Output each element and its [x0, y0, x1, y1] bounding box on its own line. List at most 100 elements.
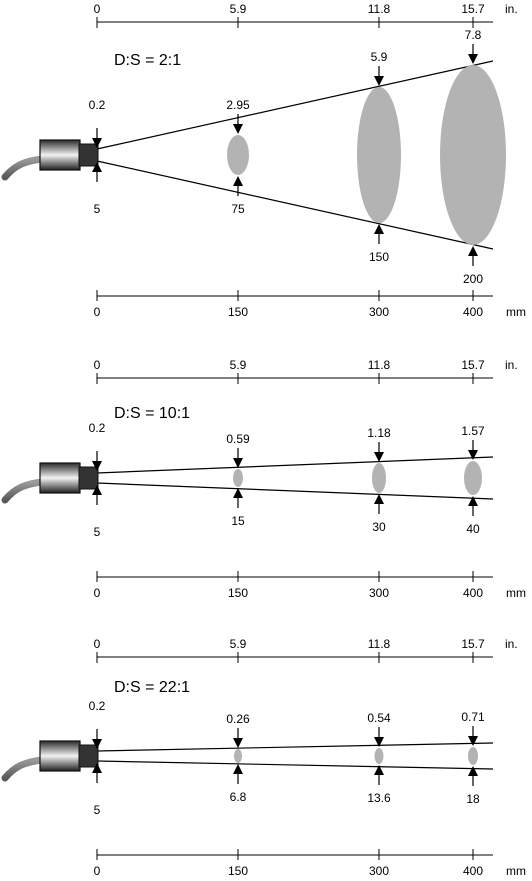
spot-bottom-arrow [468, 246, 478, 266]
spot-bottom-arrow [233, 488, 243, 508]
spot-ellipse [234, 749, 242, 763]
inch-tick-label: 5.9 [230, 2, 247, 16]
arrow-head [92, 461, 102, 471]
arrow-head [92, 485, 102, 495]
inch-tick-label: 15.7 [461, 2, 485, 16]
spot-top-arrow [374, 727, 384, 747]
spot-top-arrow [374, 66, 384, 86]
mm-tick-label: 300 [369, 864, 389, 876]
arrow-head [374, 737, 384, 747]
arrow-head [468, 246, 478, 256]
ir-sensor-icon [1, 139, 99, 181]
arrow-head [92, 763, 102, 773]
spot-top-label: 2.95 [226, 98, 250, 112]
spot-3: 0.71 18 [461, 710, 485, 806]
spot-top-arrow [233, 728, 243, 748]
panel-1: 0 5.9 11.8 15.7 in. 0 150 300 400 mm D:S = 2:1 0.2 5… [1, 2, 526, 319]
mm-tick-label: 400 [463, 586, 483, 600]
mm-tick-label: 150 [228, 864, 248, 876]
inch-unit-label: in. [505, 637, 518, 651]
origin-bottom-label: 5 [94, 525, 101, 539]
beam-upper-line [96, 456, 494, 474]
arrow-head [233, 176, 243, 186]
spot-bottom-label: 15 [231, 514, 245, 528]
inch-tick-label: 15.7 [461, 358, 485, 372]
origin-top-label: 0.2 [89, 699, 106, 713]
spot-ellipse [233, 469, 243, 487]
inch-tick-label: 0 [94, 637, 101, 651]
spot-top-label: 5.9 [371, 50, 388, 64]
inch-tick-label: 11.8 [368, 2, 391, 16]
mm-tick-label: 400 [463, 305, 483, 319]
sensor-tip [78, 744, 99, 768]
origin-top-label: 0.2 [89, 98, 106, 112]
spot-bottom-arrow [233, 176, 243, 196]
mm-axis: 0 150 300 400 mm [94, 849, 526, 878]
spot-1: 2.95 75 [226, 98, 250, 216]
inch-tick-label: 11.8 [368, 358, 391, 372]
inch-unit-label: in. [505, 2, 518, 16]
mm-tick-label: 0 [94, 864, 101, 876]
inch-tick-label: 15.7 [461, 637, 485, 651]
spot-top-label: 0.71 [461, 710, 485, 724]
spot-bottom-arrow [374, 765, 384, 785]
sensor-cable [1, 756, 46, 782]
sensor-body [39, 462, 81, 494]
ir-sensor-icon [1, 740, 99, 782]
mm-axis: 0 150 300 400 mm [94, 571, 526, 600]
spot-bottom-label: 13.6 [367, 791, 391, 805]
arrow-head [468, 736, 478, 746]
spot-top-arrow [233, 448, 243, 468]
arrow-head [468, 450, 478, 460]
inch-axis: 0 5.9 11.8 15.7 in. [94, 358, 518, 384]
spot-top-label: 0.59 [226, 432, 250, 446]
ratio-label: D:S = 2:1 [114, 52, 181, 69]
mm-tick-label: 150 [228, 586, 248, 600]
mm-unit-label: mm [506, 305, 526, 319]
inch-unit-label: in. [505, 358, 518, 372]
spot-1: 0.26 6.8 [226, 712, 250, 804]
mm-tick-label: 300 [369, 586, 389, 600]
spot-bottom-arrow [374, 494, 384, 514]
origin-bottom-label: 5 [94, 202, 101, 216]
spot-ellipse [464, 461, 482, 495]
beam-upper-line [96, 60, 494, 150]
panel-2: 0 5.9 11.8 15.7 in. 0 150 300 400 mm D:S = 10:1 0.2… [1, 358, 526, 600]
spot-3: 1.57 40 [461, 424, 485, 536]
beam-upper-line [96, 742, 494, 752]
mm-axis: 0 150 300 400 mm [94, 290, 526, 319]
spot-top-arrow [233, 114, 243, 134]
arrow-head [233, 124, 243, 134]
sensor-tip [78, 466, 99, 490]
inch-tick-label: 0 [94, 358, 101, 372]
arrow-head [233, 488, 243, 498]
spot-bottom-arrow [468, 496, 478, 516]
spot-1: 0.59 15 [226, 432, 250, 528]
spot-bottom-label: 30 [372, 520, 386, 534]
spot-bottom-label: 150 [369, 250, 389, 264]
arrow-head [233, 738, 243, 748]
mm-tick-label: 150 [228, 305, 248, 319]
origin-bottom-arrow [92, 763, 102, 783]
spot-ellipse [440, 65, 506, 245]
sensor-cable [1, 155, 46, 181]
spot-bottom-label: 6.8 [230, 790, 247, 804]
ratio-label: D:S = 10:1 [114, 405, 190, 422]
spot-top-arrow [468, 726, 478, 746]
origin-top-arrow [92, 451, 102, 471]
sensor-body [39, 740, 81, 772]
spot-ellipse [372, 463, 386, 493]
mm-tick-label: 300 [369, 305, 389, 319]
spot-top-arrow [468, 44, 478, 64]
arrow-head [92, 138, 102, 148]
origin-bottom-label: 5 [94, 803, 101, 817]
inch-tick-label: 5.9 [230, 358, 247, 372]
inch-tick-label: 11.8 [368, 637, 391, 651]
arrow-head [374, 452, 384, 462]
arrow-head [233, 458, 243, 468]
arrow-head [374, 224, 384, 234]
origin-bottom-arrow [92, 162, 102, 182]
spot-3: 7.8 200 [440, 28, 506, 286]
arrow-head [374, 765, 384, 775]
